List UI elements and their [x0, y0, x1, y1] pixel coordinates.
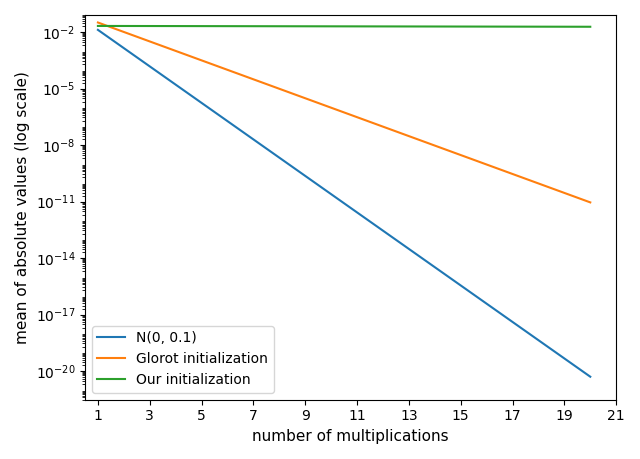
Glorot initialization — [146, 39, 154, 44]
N(0, 0.1) — [146, 64, 154, 69]
Glorot initialization — [534, 181, 542, 186]
N(0, 0.1) — [172, 82, 179, 87]
N(0, 0.1) — [534, 337, 542, 343]
N(0, 0.1) — [353, 210, 361, 215]
Y-axis label: mean of absolute values (log scale): mean of absolute values (log scale) — [15, 71, 30, 344]
Glorot initialization — [561, 190, 568, 196]
Our initialization — [223, 23, 231, 29]
Our initialization — [198, 23, 205, 29]
N(0, 0.1) — [250, 137, 257, 142]
Our initialization — [483, 24, 490, 29]
Legend: N(0, 0.1), Glorot initialization, Our initialization: N(0, 0.1), Glorot initialization, Our in… — [92, 326, 274, 393]
Glorot initialization — [250, 77, 257, 82]
Glorot initialization — [120, 29, 127, 35]
Our initialization — [431, 24, 438, 29]
N(0, 0.1) — [457, 283, 465, 288]
Glorot initialization — [457, 152, 465, 158]
N(0, 0.1) — [301, 173, 309, 179]
Our initialization — [586, 24, 594, 29]
Our initialization — [457, 24, 465, 29]
N(0, 0.1) — [327, 191, 335, 197]
N(0, 0.1) — [431, 264, 438, 270]
Our initialization — [172, 23, 179, 29]
Glorot initialization — [483, 162, 490, 167]
Our initialization — [146, 23, 154, 29]
N(0, 0.1) — [198, 100, 205, 106]
N(0, 0.1) — [483, 301, 490, 307]
Our initialization — [509, 24, 516, 29]
N(0, 0.1) — [379, 228, 387, 234]
Our initialization — [534, 24, 542, 29]
Line: Our initialization: Our initialization — [98, 26, 590, 27]
Glorot initialization — [379, 124, 387, 129]
N(0, 0.1) — [509, 319, 516, 325]
Our initialization — [327, 23, 335, 29]
Our initialization — [120, 23, 127, 29]
N(0, 0.1) — [94, 27, 102, 33]
Our initialization — [561, 24, 568, 29]
Glorot initialization — [405, 134, 413, 139]
Glorot initialization — [172, 48, 179, 54]
N(0, 0.1) — [275, 155, 283, 160]
N(0, 0.1) — [586, 374, 594, 380]
Our initialization — [94, 23, 102, 29]
Line: N(0, 0.1): N(0, 0.1) — [98, 30, 590, 377]
Glorot initialization — [223, 67, 231, 73]
Our initialization — [301, 23, 309, 29]
Glorot initialization — [327, 105, 335, 111]
Our initialization — [275, 23, 283, 29]
Glorot initialization — [431, 143, 438, 148]
Our initialization — [379, 24, 387, 29]
Glorot initialization — [301, 95, 309, 101]
Glorot initialization — [275, 86, 283, 91]
N(0, 0.1) — [561, 356, 568, 361]
Glorot initialization — [586, 200, 594, 205]
N(0, 0.1) — [223, 118, 231, 124]
Our initialization — [405, 24, 413, 29]
Glorot initialization — [509, 171, 516, 177]
X-axis label: number of multiplications: number of multiplications — [252, 429, 449, 444]
Glorot initialization — [94, 20, 102, 25]
Glorot initialization — [198, 58, 205, 63]
N(0, 0.1) — [405, 246, 413, 252]
Our initialization — [250, 23, 257, 29]
Glorot initialization — [353, 114, 361, 120]
N(0, 0.1) — [120, 45, 127, 51]
Our initialization — [353, 23, 361, 29]
Line: Glorot initialization: Glorot initialization — [98, 22, 590, 202]
